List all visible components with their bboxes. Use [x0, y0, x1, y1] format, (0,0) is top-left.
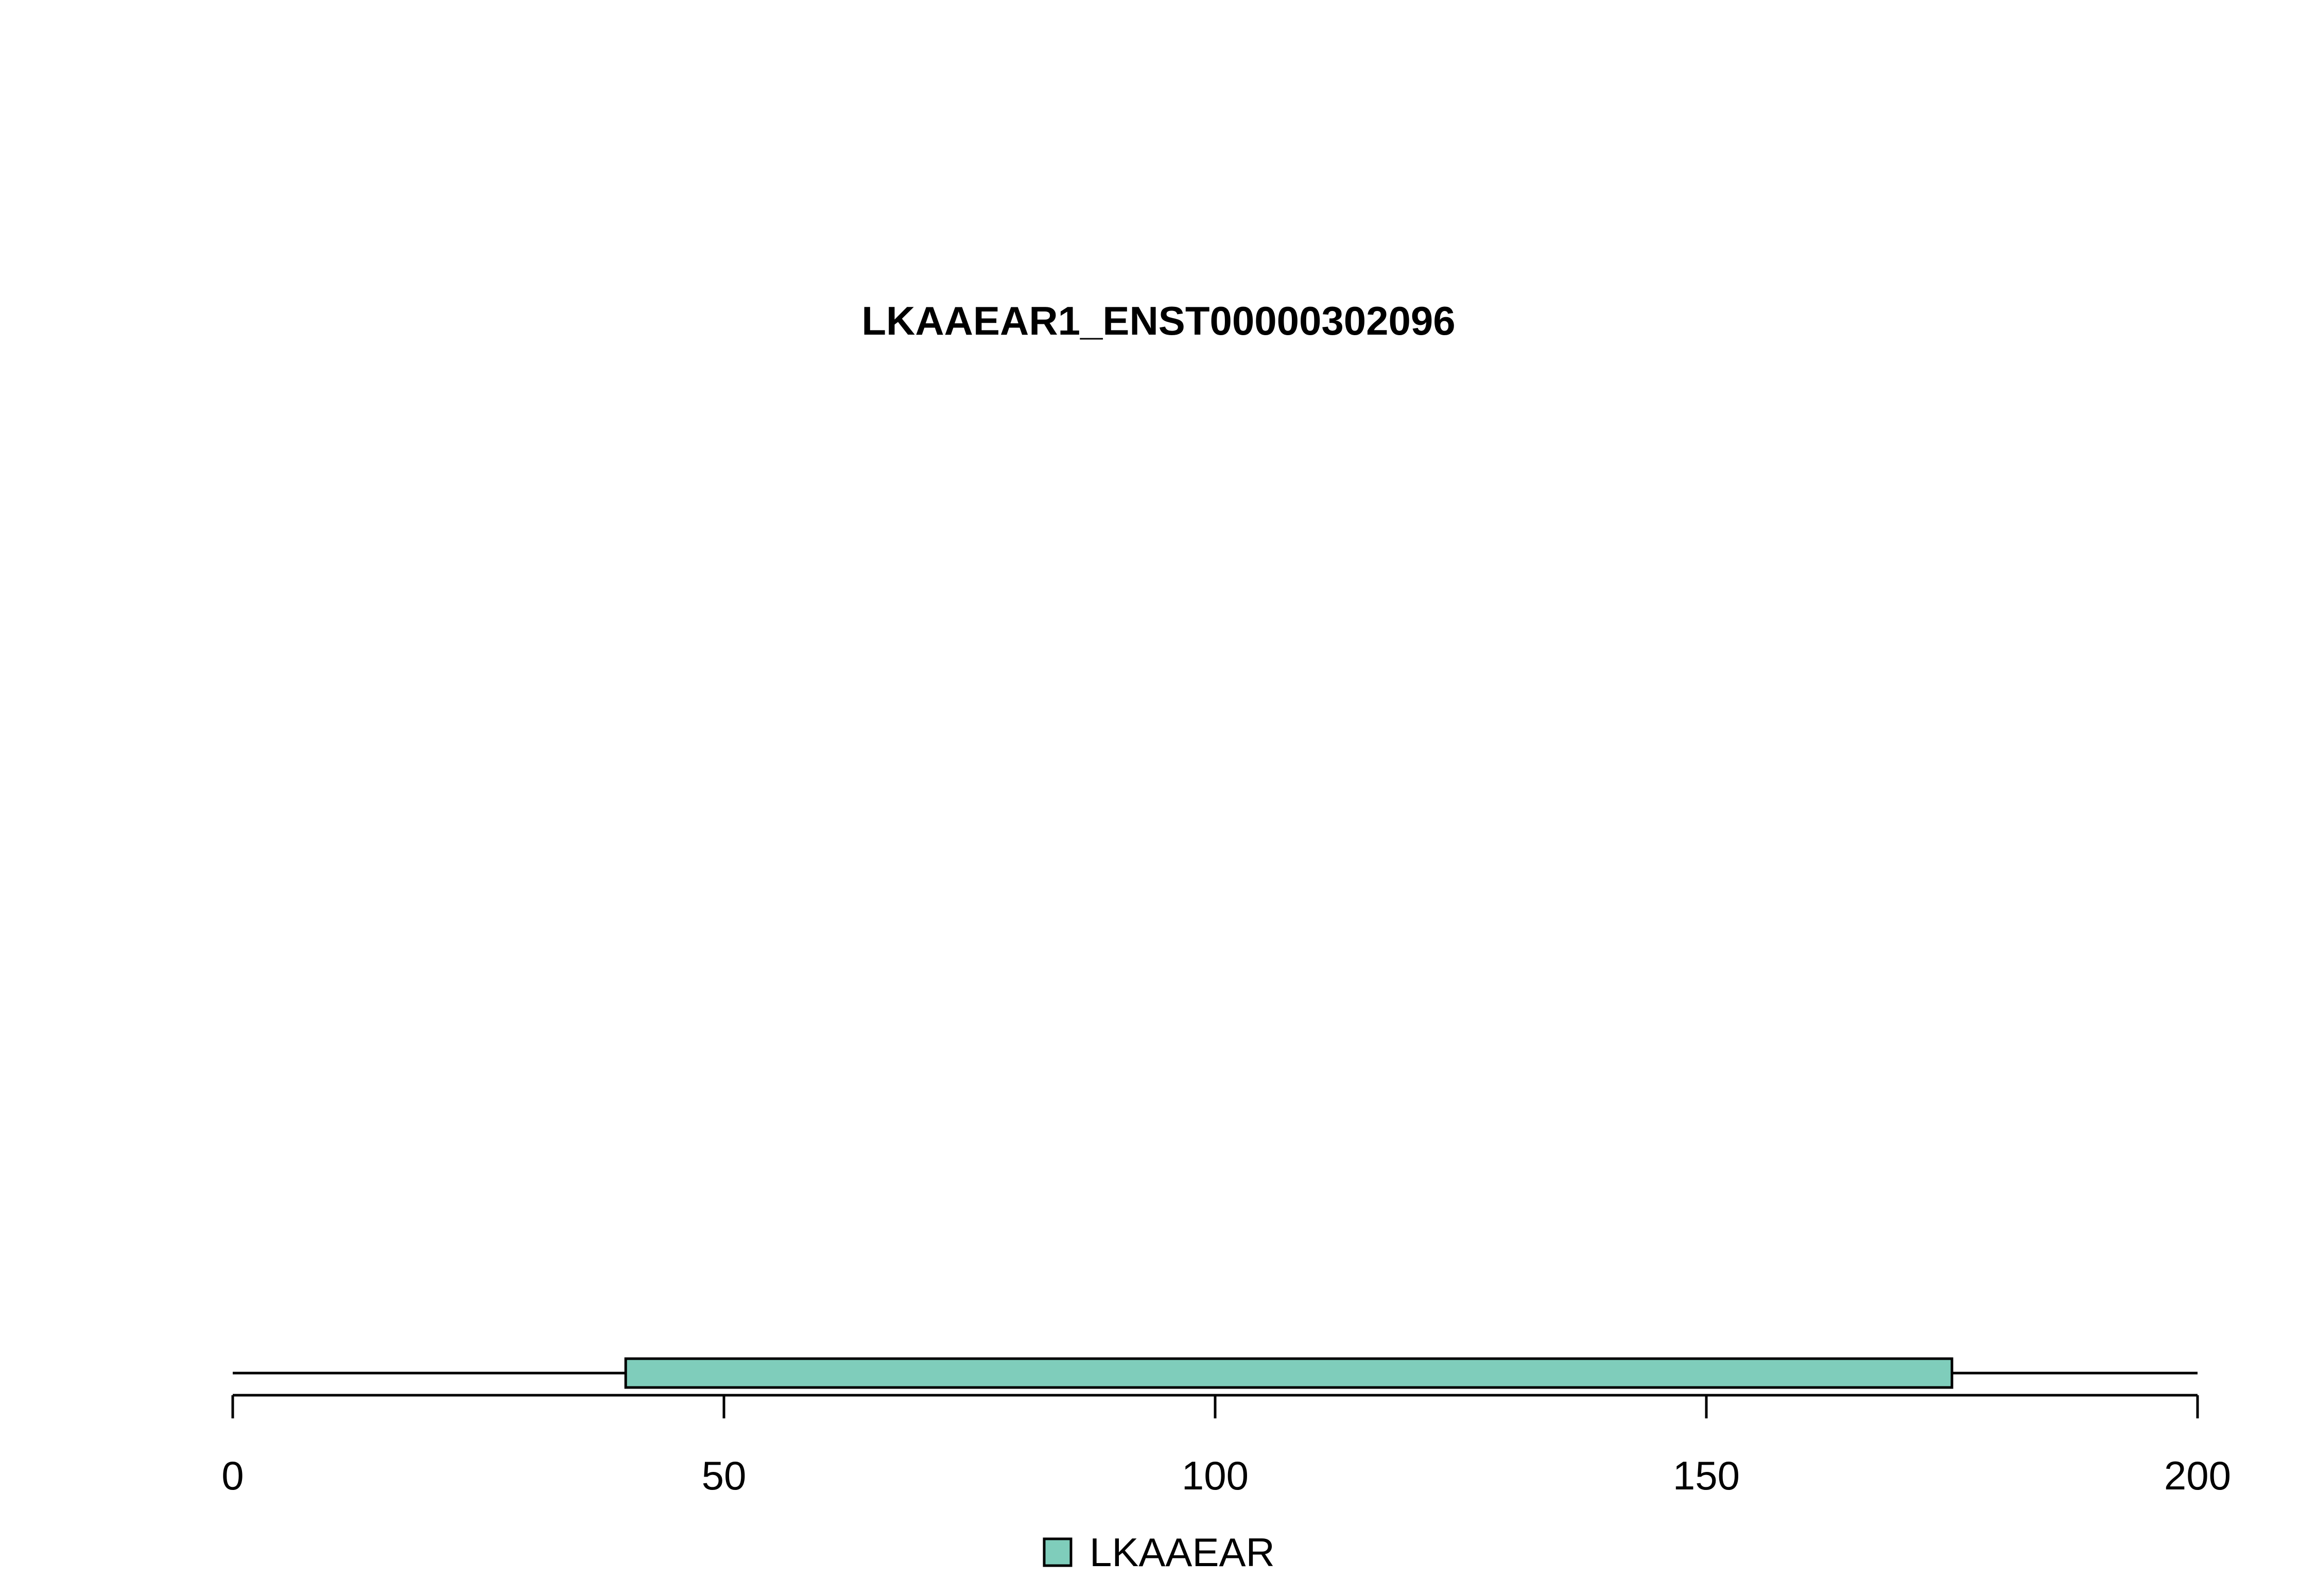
legend-label: LKAAEAR: [1090, 1530, 1275, 1575]
x-tick-label: 200: [2164, 1453, 2231, 1498]
x-tick-label: 0: [221, 1453, 244, 1498]
chart-title: LKAAEAR1_ENST00000302096: [861, 298, 1455, 343]
domain-box-lkaaear: [624, 1357, 1953, 1389]
x-tick-label: 100: [1182, 1453, 1249, 1498]
x-tick-label: 50: [702, 1453, 747, 1498]
legend-swatch: [1043, 1537, 1073, 1567]
legend: LKAAEAR: [1043, 1530, 1275, 1575]
x-tick-label: 150: [1673, 1453, 1740, 1498]
